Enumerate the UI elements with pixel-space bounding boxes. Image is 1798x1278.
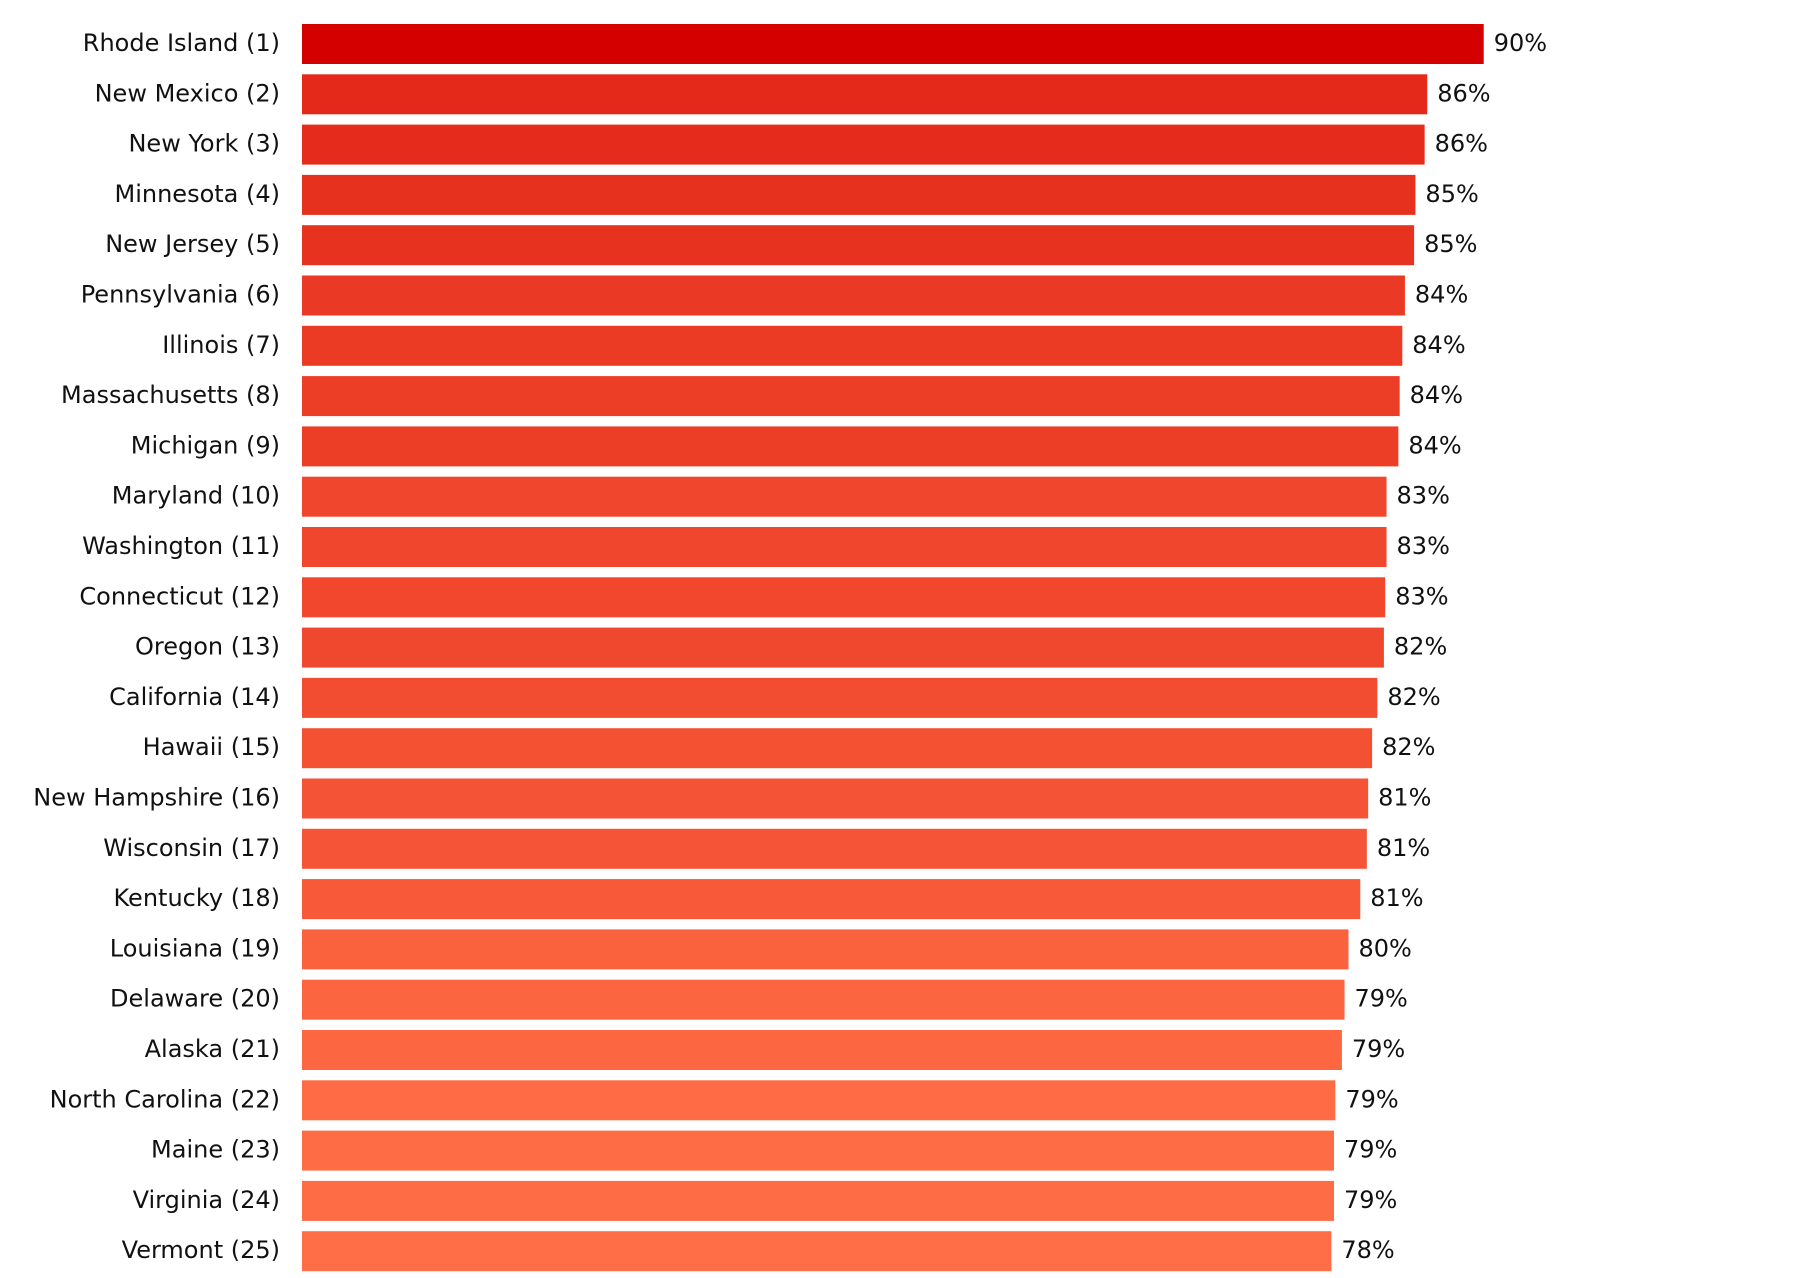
value-label: 79% [1352, 1035, 1405, 1063]
value-label: 79% [1344, 1186, 1397, 1214]
bar [302, 1130, 1335, 1171]
category-label: Rhode Island (1) [83, 29, 280, 57]
category-label: Delaware (20) [110, 985, 280, 1013]
bar [302, 828, 1367, 869]
category-label: Hawaii (15) [143, 733, 280, 761]
value-label: 84% [1412, 331, 1465, 359]
value-label: 83% [1397, 532, 1450, 560]
category-label: North Carolina (22) [50, 1085, 280, 1113]
bar [302, 275, 1405, 316]
bar [302, 476, 1387, 517]
bar [302, 74, 1428, 115]
value-label: 82% [1387, 683, 1440, 711]
bar [302, 527, 1387, 567]
bar [302, 24, 1484, 64]
value-label: 85% [1425, 180, 1478, 208]
category-label: Alaska (21) [145, 1035, 280, 1063]
category-label: Pennsylvania (6) [81, 281, 280, 309]
category-label: Vermont (25) [122, 1236, 280, 1264]
bar [302, 728, 1373, 769]
bar [302, 879, 1361, 920]
value-label: 84% [1408, 431, 1461, 459]
value-label: 79% [1344, 1136, 1397, 1164]
bar [302, 979, 1345, 1020]
bar [302, 1080, 1336, 1121]
bar [302, 577, 1386, 618]
bar [302, 124, 1425, 165]
bar [302, 778, 1369, 819]
bar [302, 376, 1400, 417]
value-label: 84% [1415, 281, 1468, 309]
value-label: 78% [1341, 1236, 1394, 1264]
category-label: New York (3) [128, 130, 280, 158]
bar [302, 1231, 1332, 1272]
category-label: California (14) [109, 683, 280, 711]
bar [302, 426, 1399, 467]
bar [302, 225, 1415, 266]
value-label: 81% [1377, 834, 1430, 862]
category-label: Minnesota (4) [115, 180, 281, 208]
category-label: Virginia (24) [133, 1186, 280, 1214]
value-label: 82% [1394, 633, 1447, 661]
bar [302, 627, 1384, 668]
value-label: 80% [1358, 934, 1411, 962]
category-label: Maine (23) [151, 1136, 280, 1164]
category-label: Oregon (13) [135, 633, 280, 661]
bar [302, 174, 1416, 215]
value-label: 90% [1494, 29, 1547, 57]
value-label: 79% [1355, 985, 1408, 1013]
value-label: 86% [1435, 130, 1488, 158]
value-label: 82% [1382, 733, 1435, 761]
bar [302, 929, 1349, 970]
category-label: New Jersey (5) [105, 230, 280, 258]
category-label: Kentucky (18) [114, 884, 280, 912]
bar [302, 325, 1403, 366]
category-label: New Mexico (2) [95, 79, 280, 107]
value-label: 84% [1410, 381, 1463, 409]
value-label: 86% [1437, 79, 1490, 107]
category-label: Wisconsin (17) [103, 834, 280, 862]
category-label: Michigan (9) [131, 431, 280, 459]
category-label: Washington (11) [82, 532, 280, 560]
category-label: New Hampshire (16) [33, 784, 280, 812]
category-label: Louisiana (19) [110, 934, 280, 962]
bar [302, 1030, 1342, 1070]
value-label: 83% [1397, 482, 1450, 510]
value-label: 81% [1378, 784, 1431, 812]
category-label: Massachusetts (8) [61, 381, 280, 409]
value-label: 83% [1395, 582, 1448, 610]
value-label: 79% [1345, 1085, 1398, 1113]
category-label: Connecticut (12) [79, 582, 280, 610]
bar [302, 1180, 1335, 1221]
category-label: Illinois (7) [162, 331, 280, 359]
value-label: 81% [1370, 884, 1423, 912]
bar [302, 677, 1378, 718]
value-label: 85% [1424, 230, 1477, 258]
category-label: Maryland (10) [112, 482, 280, 510]
